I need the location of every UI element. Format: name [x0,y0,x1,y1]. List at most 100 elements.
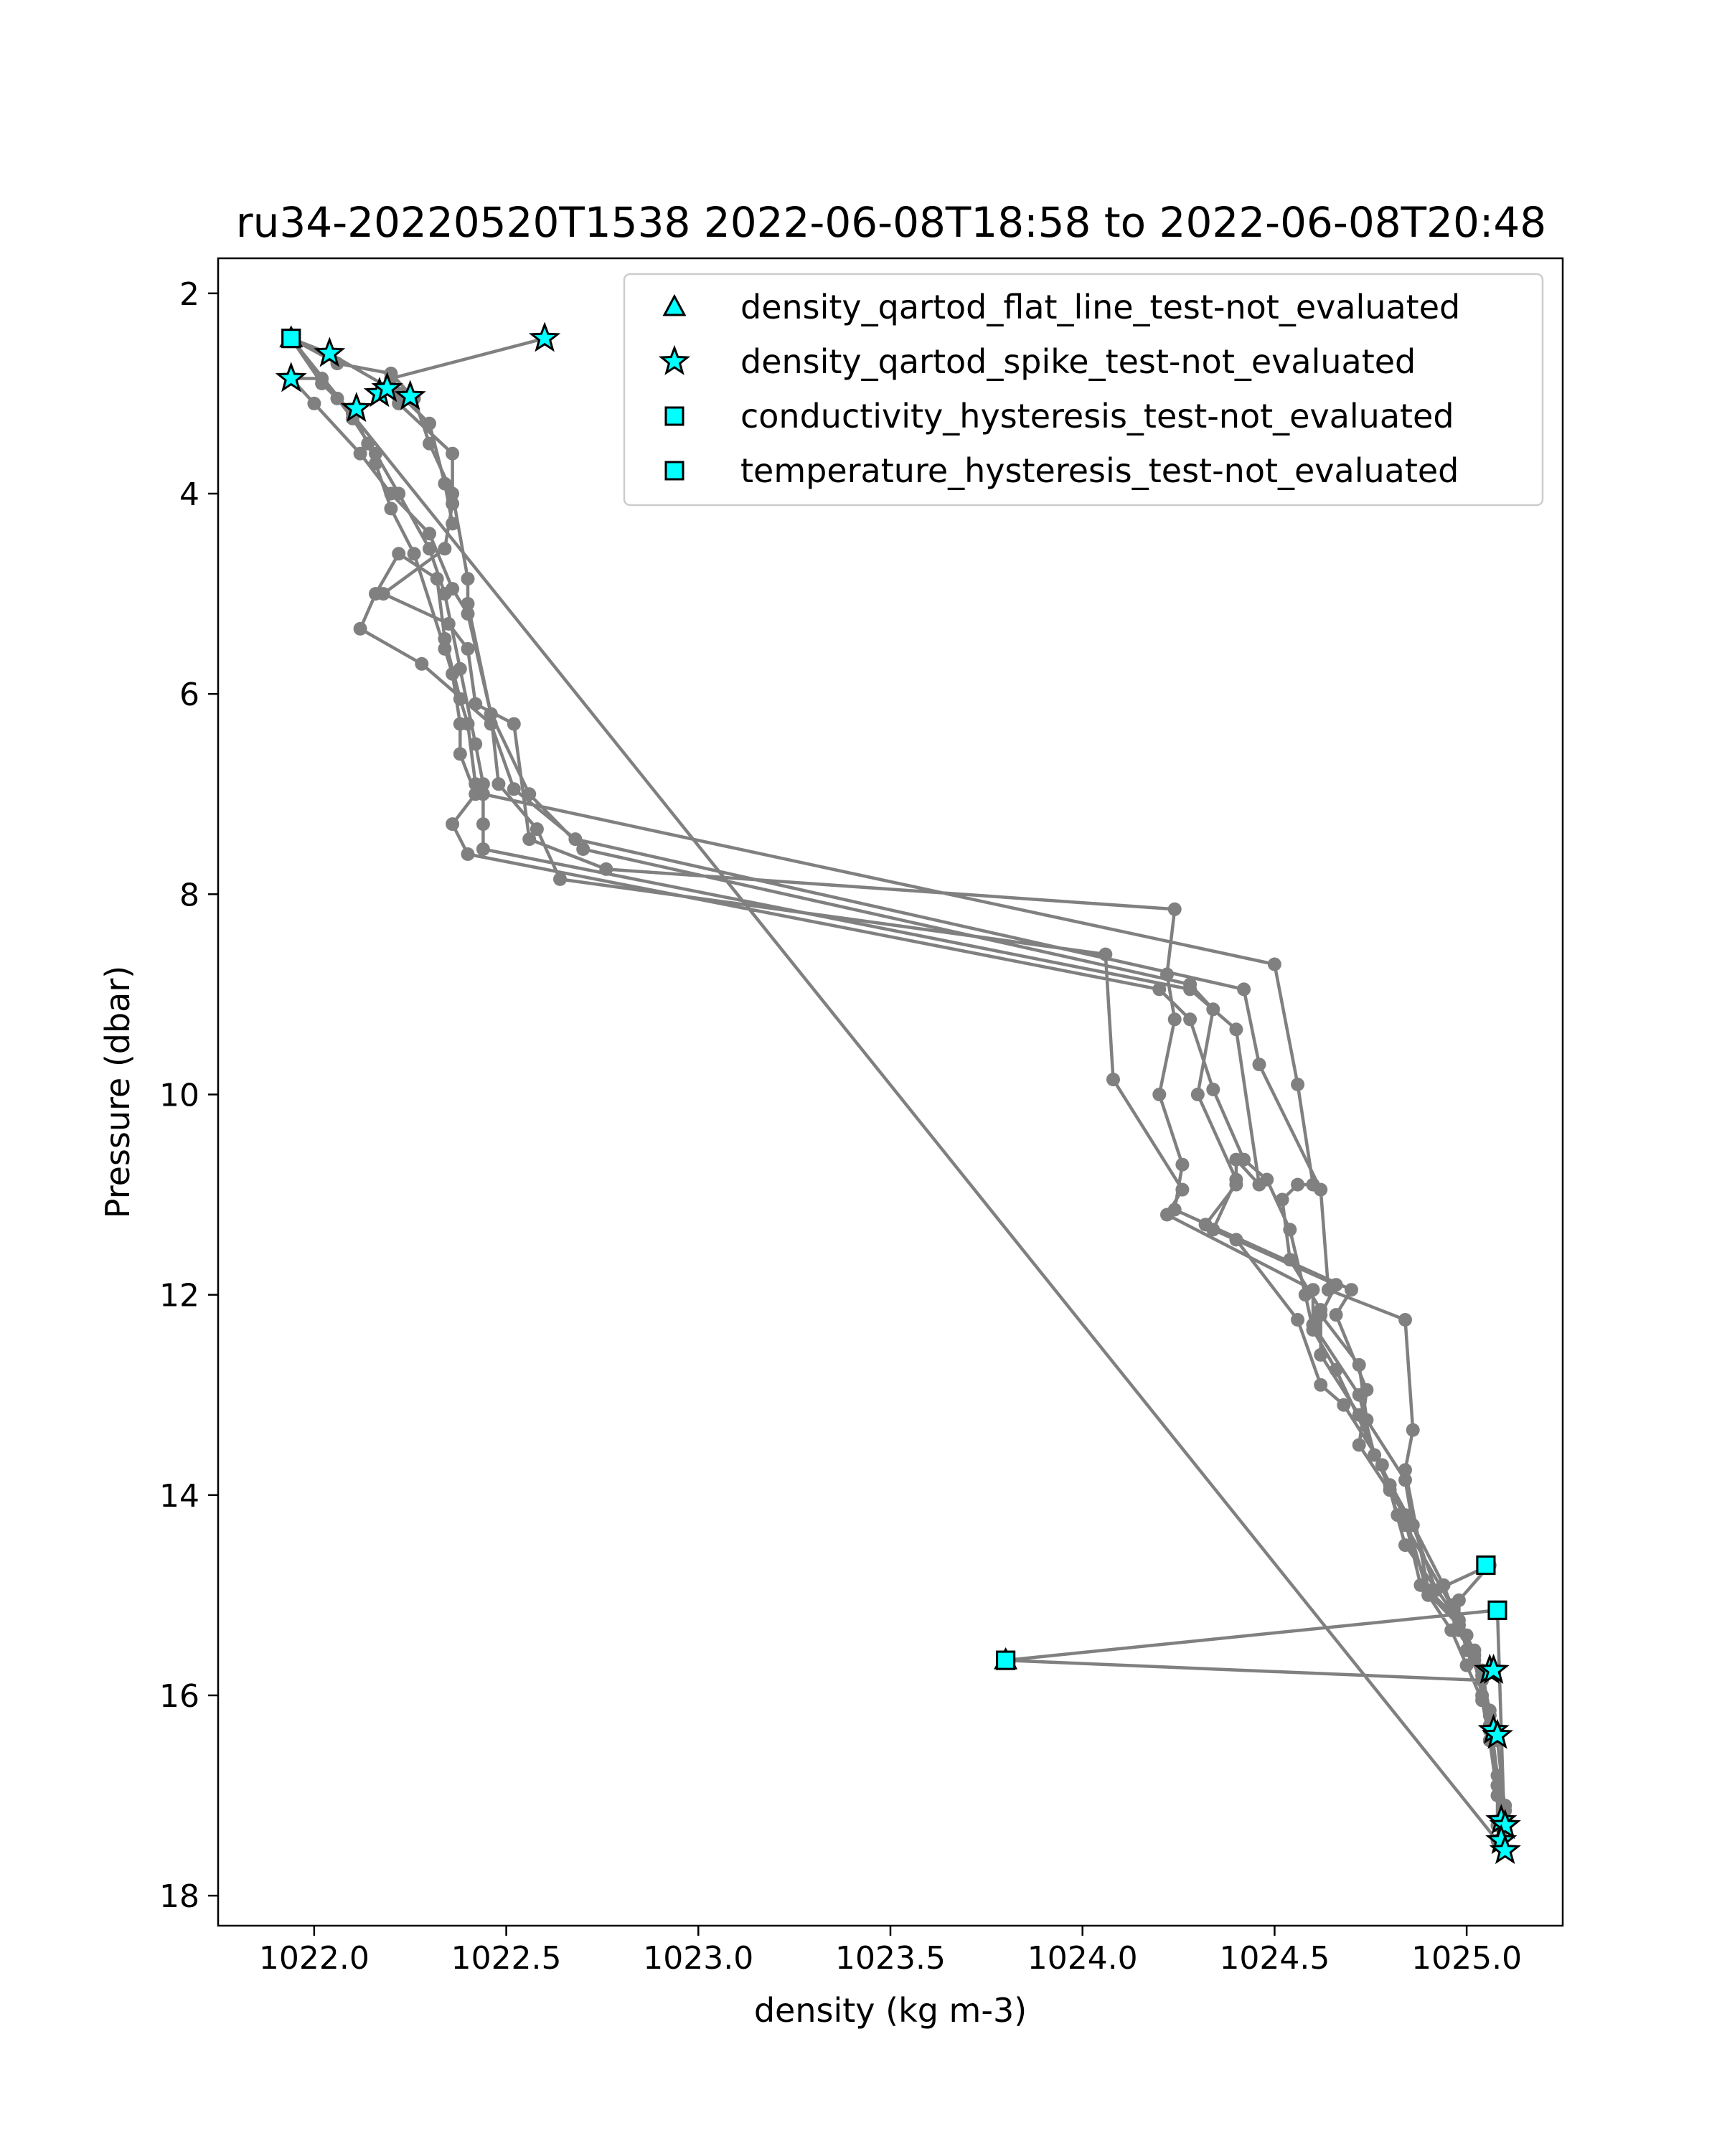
flag-marker-star [528,321,561,352]
profile-point [1398,1473,1412,1487]
profile-point [1252,1058,1266,1072]
profile-point [507,717,521,731]
profile-point [1475,1688,1490,1703]
y-tick-label: 14 [159,1478,199,1515]
profile-point [446,446,460,461]
profile-point [1298,1288,1312,1302]
profile-point [1190,1088,1205,1101]
profile-point [568,832,583,847]
profile-point [1406,1518,1420,1533]
y-tick-label: 2 [179,276,199,313]
profile-point [1337,1398,1351,1412]
y-tick-label: 16 [159,1678,199,1715]
profile-point [522,787,537,801]
profile-point [476,787,490,801]
profile-point [1237,982,1251,997]
legend-label: density_qartod_spike_test-not_evaluated [740,342,1416,381]
profile-point [1291,1313,1305,1327]
profile-point [1237,1152,1251,1167]
profile-point [1206,1083,1220,1096]
profile-point [1398,1538,1412,1553]
profile-point [1490,1789,1505,1802]
profile-point [1098,947,1113,961]
profile-point [307,396,321,410]
profile-point [430,572,444,586]
flag-marker-star [371,372,403,403]
y-tick-label: 4 [179,476,199,513]
profile-point [392,547,406,561]
profile-point [315,377,329,390]
profile-point [1444,1603,1459,1617]
profile-point [423,542,436,556]
profile-point [1452,1613,1466,1627]
profile-point [1260,1172,1274,1187]
flag-marker-star [1489,1834,1521,1865]
profile-point [1375,1458,1389,1472]
profile-point [1183,977,1198,992]
profile-point [453,692,467,706]
profile-point [1368,1448,1382,1462]
x-axis-ticks: 1022.0 1022.5 1023.0 1023.5 1024.0 1024.5 1025… [259,1926,1522,1977]
profile-point [1175,1182,1190,1197]
profile-point [1167,1012,1182,1027]
profile-point [1321,1283,1335,1297]
profile-point [407,547,421,561]
x-tick-label: 1023.0 [643,1940,753,1977]
profile-point [446,517,460,531]
profile-point [461,597,475,611]
profile-point [1283,1253,1297,1267]
profile-point [1383,1483,1397,1497]
profile-point [1314,1182,1328,1197]
profile-point [353,446,367,461]
legend-label: density_qartod_flat_line_test-not_evalua… [740,288,1460,326]
profile-point [1152,1088,1167,1101]
y-axis-label: Pressure (dbar) [98,966,137,1218]
legend-label: temperature_hysteresis_test-not_evaluate… [740,451,1459,490]
profile-point [330,391,344,405]
profile-point [1160,967,1174,982]
flag-marker-star [1477,1653,1510,1684]
flag-marker-star [1489,1809,1521,1840]
profile-point [446,582,460,596]
y-tick-label: 10 [159,1077,199,1114]
profile-point [576,842,591,856]
legend-marker-square [664,406,684,426]
profile-point [461,607,475,621]
x-tick-label: 1024.0 [1027,1940,1138,1977]
profile-point [361,436,375,451]
profile-point [1314,1378,1328,1392]
flag-marker-star [1481,1718,1514,1749]
y-tick-label: 18 [159,1878,199,1915]
profile-point [423,527,436,541]
profile-point [415,656,429,671]
profile-point [369,446,382,461]
flag-marker-star [314,336,346,367]
x-tick-label: 1023.5 [835,1940,946,1977]
profile-point [1406,1423,1420,1437]
profile-point [484,717,498,731]
profile-point [438,631,452,646]
profile-point [423,436,436,451]
profile-point [446,817,460,832]
y-tick-label: 8 [179,877,199,913]
chart-title: ru34-20220520T1538 2022-06-08T18:58 to 2… [236,198,1546,247]
x-tick-label: 1022.0 [259,1940,370,1977]
profile-point [1206,1223,1220,1237]
profile-point [1183,1012,1198,1027]
flag-marker-star [340,392,372,423]
profile-point [1352,1408,1366,1422]
legend-box [623,273,1544,507]
x-axis-label: density (kg m-3) [754,1991,1027,2030]
profile-point [438,641,452,656]
profile-point [1352,1438,1366,1452]
profile-point [438,476,452,491]
y-tick-label: 12 [159,1278,199,1314]
flag-marker-star [394,380,426,410]
x-tick-label: 1024.5 [1219,1940,1330,1977]
profile-point [469,777,483,791]
profile-point [1283,1223,1297,1237]
profile-point [599,862,613,876]
y-axis-ticks: 2 4 6 8 10 12 14 16 18 [159,276,218,1915]
profile-point [1291,1078,1305,1091]
